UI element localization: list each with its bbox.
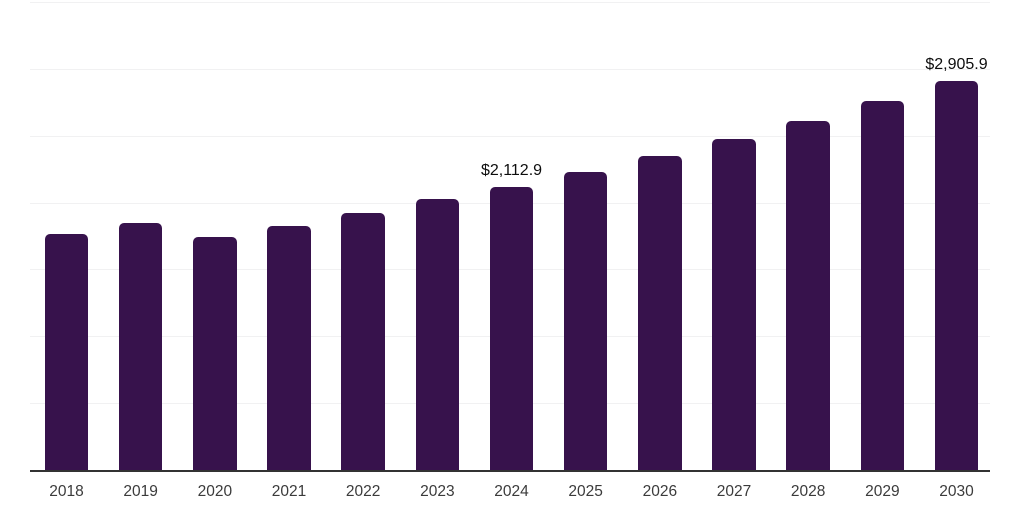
x-tick-2025: 2025 xyxy=(568,483,603,500)
bar-2029 xyxy=(860,101,905,470)
x-axis-line xyxy=(30,470,990,472)
x-tick-2021: 2021 xyxy=(271,483,307,500)
bar-2022 xyxy=(341,213,385,470)
plot-area: $2,112.9 $2,905.9 xyxy=(30,2,990,472)
bar-2025 xyxy=(563,172,608,470)
x-tick-2029: 2029 xyxy=(865,483,900,500)
bar-2018 xyxy=(44,234,89,470)
bar-2021 xyxy=(267,225,311,470)
x-tick-2023: 2023 xyxy=(420,483,455,500)
x-tick-2028: 2028 xyxy=(790,483,826,500)
x-tick-2024: 2024 xyxy=(494,483,529,500)
x-tick-2026: 2026 xyxy=(642,483,678,500)
x-tick-2027: 2027 xyxy=(716,483,752,500)
x-tick-2018: 2018 xyxy=(49,483,84,500)
x-tick-2019: 2019 xyxy=(123,483,158,500)
gridline xyxy=(30,68,990,70)
bar-2020 xyxy=(193,236,237,470)
bar-2024 xyxy=(489,187,534,470)
gridline xyxy=(30,135,990,137)
bar-2027 xyxy=(712,138,756,470)
x-tick-2020: 2020 xyxy=(197,483,233,500)
bar-2026 xyxy=(638,155,682,470)
bar-2023 xyxy=(415,199,460,470)
bar-2028 xyxy=(786,120,830,470)
bar-2030 xyxy=(934,81,979,470)
value-label-2030: $2,905.9 xyxy=(925,56,988,74)
x-tick-2030: 2030 xyxy=(939,483,974,500)
bar-2019 xyxy=(118,222,163,470)
x-tick-2022: 2022 xyxy=(345,483,381,500)
gridline xyxy=(30,2,990,3)
value-label-2024: $2,112.9 xyxy=(480,162,543,180)
